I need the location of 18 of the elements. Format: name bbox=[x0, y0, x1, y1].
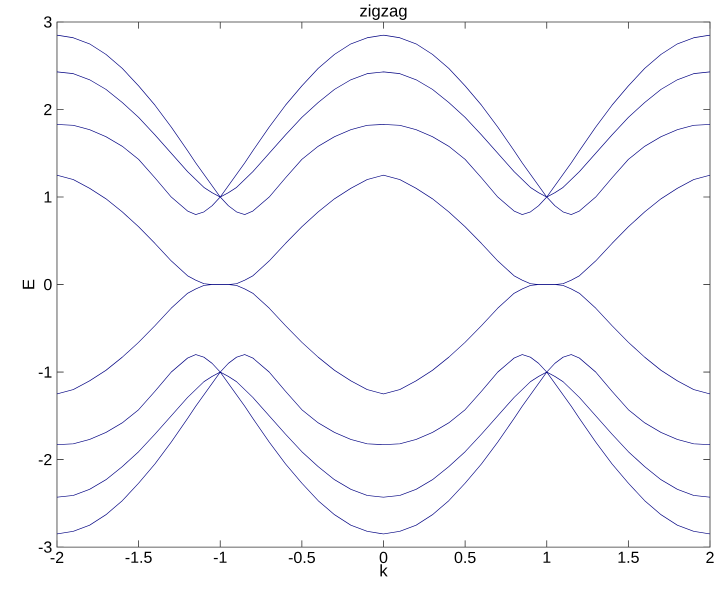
x-tick-label: -1.5 bbox=[126, 552, 152, 563]
x-tick-label: 0 bbox=[380, 552, 388, 564]
y-tick-label: 0 bbox=[44, 278, 52, 290]
x-tick-label: -1 bbox=[214, 552, 227, 563]
y-axis-title: E bbox=[22, 280, 34, 289]
x-tick-label: 2 bbox=[706, 552, 714, 563]
y-tick-label: 3 bbox=[44, 16, 52, 28]
x-axis-title: k bbox=[380, 564, 388, 576]
chart-title: zigzag bbox=[360, 4, 406, 20]
x-tick-label: 1 bbox=[544, 552, 550, 563]
y-tick-label: 2 bbox=[44, 104, 52, 116]
y-tick-label: 1 bbox=[44, 192, 52, 203]
x-tick-label: 0.5 bbox=[454, 552, 476, 564]
y-tick-label: -2 bbox=[38, 454, 52, 466]
x-tick-label: 1.5 bbox=[618, 552, 639, 563]
x-tick-label: -0.5 bbox=[288, 552, 315, 564]
y-tick-label: -1 bbox=[38, 366, 52, 378]
y-tick-label: -3 bbox=[38, 541, 52, 553]
